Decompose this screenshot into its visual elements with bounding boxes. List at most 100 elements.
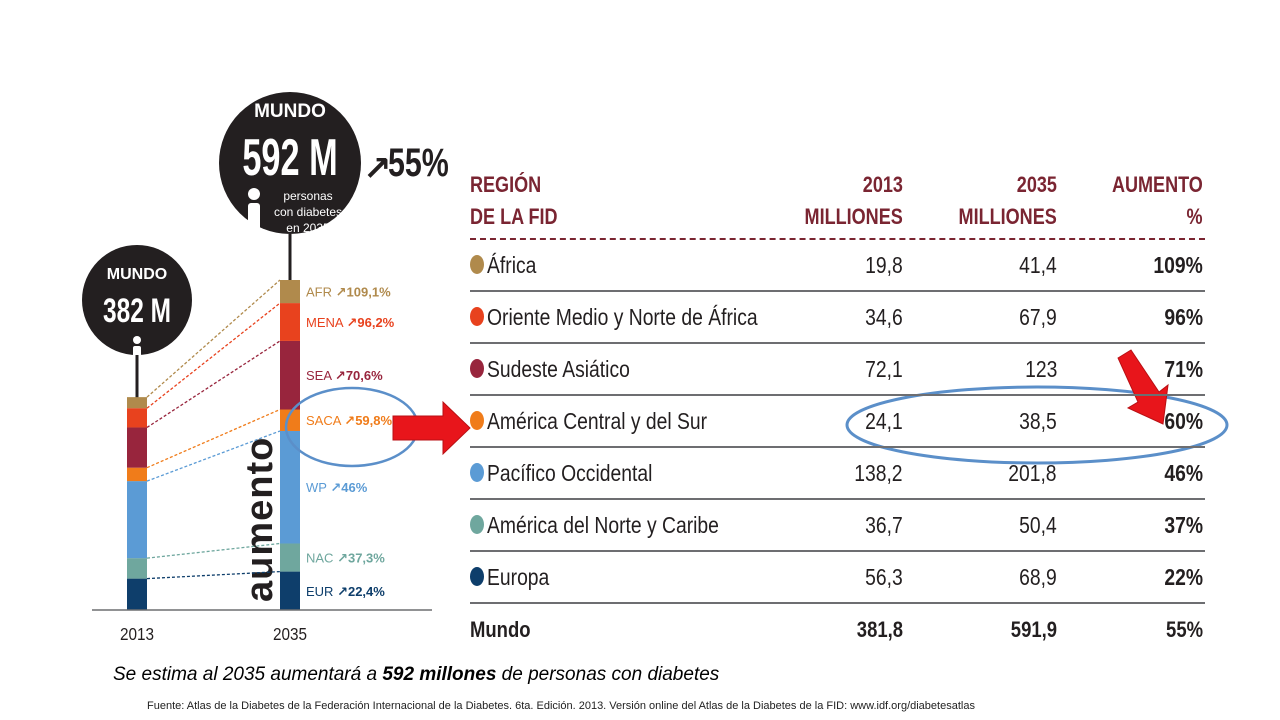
region-label-saca: SACA ↗59,8% (306, 413, 393, 429)
bubble-2035-desc-1: personas (283, 189, 332, 203)
row-region: Pacífico Occidental (487, 460, 653, 486)
total-2013: 381,8 (856, 617, 903, 642)
header-2035-2: MILLIONES (958, 204, 1057, 229)
total-pct: 55% (1166, 617, 1203, 642)
row-pct: 22% (1164, 564, 1203, 590)
bar-segment-sea-2035 (280, 340, 300, 410)
row-pct: 96% (1164, 304, 1203, 330)
bar-segment-saca-2013 (127, 467, 147, 482)
world-increase: ↗ 55% (363, 140, 449, 189)
down-arrow-icon (1117, 349, 1169, 425)
row-2013: 19,8 (865, 252, 903, 278)
row-2035: 41,4 (1019, 252, 1057, 278)
region-color-dot (470, 359, 484, 378)
bubble-2035-value: 592 M (242, 129, 337, 187)
region-label-wp: WP ↗46% (306, 480, 368, 496)
increase-arrow-icon: ↗ (335, 369, 346, 384)
bubble-2035-desc-3: en 2035 (286, 221, 330, 235)
row-region: América del Norte y Caribe (487, 512, 719, 538)
region-label-afr: AFR ↗109,1% (306, 285, 391, 301)
row-2035: 68,9 (1019, 564, 1057, 590)
row-2035: 50,4 (1019, 512, 1057, 538)
region-code: SEA (306, 368, 335, 383)
header-divider (470, 238, 1205, 240)
bubble-2035-desc-2: con diabetes (274, 205, 342, 219)
table-row: Oriente Medio y Norte de África 34,6 67,9 9… (470, 292, 1205, 344)
row-pct: 60% (1164, 408, 1203, 434)
header-2013-1: 2013 (862, 172, 903, 197)
right-arrow-icon (392, 400, 471, 456)
connectors-group (146, 279, 281, 580)
total-2035: 591,9 (1010, 617, 1057, 642)
year-label-2035: 2035 (273, 624, 307, 644)
increase-arrow-icon: ↗ (330, 481, 341, 496)
increase-arrow-icon: ↗ (344, 414, 355, 429)
increase-arrow-icon: ↗ (337, 585, 348, 600)
bubble-2013: MUNDO 382 M (82, 245, 192, 398)
region-label-eur: EUR ↗22,4% (306, 584, 385, 600)
bar-segment-nac-2013 (127, 558, 147, 579)
row-pct: 71% (1164, 356, 1203, 382)
bar-segment-sea-2013 (127, 427, 147, 468)
region-pct: 22,4% (348, 584, 385, 599)
row-pct: 109% (1153, 252, 1203, 278)
increase-arrow-icon: ↗ (336, 286, 347, 301)
header-increase-2: % (1186, 204, 1203, 229)
caption-after: de personas con diabetes (496, 664, 720, 685)
region-label-nac: NAC ↗37,3% (306, 551, 385, 567)
increase-arrow-icon: ↗ (337, 552, 348, 567)
connector-wp (146, 430, 281, 482)
connector-mena (146, 302, 281, 409)
row-pct: 37% (1164, 512, 1203, 538)
table-row: Europa 56,3 68,9 22% (470, 552, 1205, 604)
bubble-2035: MUNDO 592 M personas con diabetes en 203… (219, 92, 361, 280)
bubble-2013-value: 382 M (103, 292, 171, 330)
connector-afr (146, 279, 281, 398)
region-code: EUR (306, 584, 337, 599)
header-2035-1: 2035 (1016, 172, 1057, 197)
total-row: Mundo 381,8 591,9 55% (470, 604, 1205, 652)
bar-segment-wp-2035 (280, 430, 300, 544)
region-pct: 109,1% (347, 285, 392, 300)
row-2013: 56,3 (865, 564, 903, 590)
row-2035: 38,5 (1019, 408, 1057, 434)
caption-bold: 592 millones (382, 664, 497, 685)
header-2013-2: MILLIONES (804, 204, 903, 229)
bar-segment-mena-2013 (127, 408, 147, 428)
table-header: REGIÓN DE LA FID 2013 MILLIONES 2035 MIL… (470, 168, 1205, 238)
row-region: Europa (487, 564, 550, 590)
aumento-word: aumento (239, 437, 281, 602)
region-code: WP (306, 480, 330, 495)
row-2013: 138,2 (854, 460, 903, 486)
region-color-dot (470, 255, 484, 274)
header-region-2: DE LA FID (470, 204, 558, 229)
row-2035: 201,8 (1008, 460, 1057, 486)
region-labels-group: AFR ↗109,1%MENA ↗96,2%SEA ↗70,6%SACA ↗59… (306, 285, 395, 600)
bar-segment-afr-2013 (127, 397, 147, 409)
bubble-2013-label: MUNDO (107, 266, 167, 283)
region-pct: 96,2% (357, 315, 394, 330)
increase-arrow-icon: ↗ (363, 149, 392, 189)
region-code: SACA (306, 413, 344, 428)
region-label-mena: MENA ↗96,2% (306, 315, 395, 331)
region-pct: 59,8% (355, 413, 392, 428)
year-label-2013: 2013 (120, 624, 154, 644)
region-code: MENA (306, 315, 346, 330)
table-row: América Central y del Sur 24,1 38,5 60% (470, 396, 1205, 448)
region-pct: 46% (341, 480, 367, 495)
connector-saca (146, 408, 281, 469)
region-pct: 70,6% (346, 368, 383, 383)
region-color-dot (470, 307, 484, 326)
row-highlight-ellipse (845, 385, 1229, 465)
connector-eur (146, 570, 281, 580)
caption-before: Se estima al 2035 aumentará a (113, 664, 383, 685)
region-color-dot (470, 567, 484, 586)
source-note: Fuente: Atlas de la Diabetes de la Feder… (147, 700, 975, 712)
bar-segment-afr-2035 (280, 280, 300, 304)
person-icon (248, 188, 260, 231)
connector-nac (146, 542, 281, 559)
row-region: América Central y del Sur (487, 408, 708, 434)
row-2013: 36,7 (865, 512, 903, 538)
region-label-sea: SEA ↗70,6% (306, 368, 383, 384)
